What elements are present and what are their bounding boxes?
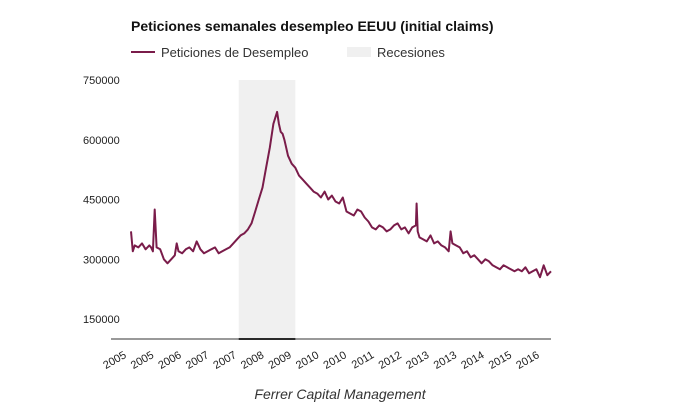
x-tick-label-13: 2014 [459, 349, 486, 372]
y-tick-label-4: 750000 [83, 75, 120, 87]
x-tick-label-12: 2013 [432, 349, 459, 372]
x-tick-label-9: 2011 [350, 349, 376, 371]
y-axis: 150000 300000 450000 600000 750000 [83, 75, 120, 326]
y-tick-label-0: 150000 [83, 314, 120, 326]
legend-item-recession[interactable]: Recesiones [347, 44, 445, 60]
x-tick-label-14: 2015 [487, 349, 514, 372]
x-tick-label-3: 2007 [184, 349, 211, 372]
x-tick-label-4: 2007 [211, 349, 238, 372]
chart-title: Peticiones semanales desempleo EEUU (ini… [131, 18, 494, 34]
recession-layer [238, 80, 296, 340]
legend-box-swatch [347, 47, 371, 57]
y-tick-label-3: 600000 [83, 135, 120, 147]
y-tick-label-1: 300000 [83, 254, 120, 266]
x-tick-label-10: 2012 [377, 349, 404, 372]
legend-line-swatch [131, 51, 155, 53]
recession-band-0 [238, 80, 296, 339]
x-tick-label-1: 2005 [129, 349, 156, 372]
legend-label-series: Peticiones de Desempleo [161, 44, 309, 60]
x-tick-label-0: 2005 [101, 349, 128, 372]
x-tick-label-8: 2010 [322, 349, 349, 372]
y-tick-label-2: 450000 [83, 195, 120, 207]
series-layer [130, 110, 552, 279]
x-tick-label-15: 2016 [514, 349, 541, 372]
x-axis: 2005 2005 2006 2007 2007 2008 2009 2010 2010 2011… [101, 349, 541, 372]
x-tick-label-6: 2009 [266, 349, 293, 372]
x-tick-label-2: 2006 [156, 349, 183, 372]
legend-item-series[interactable]: Peticiones de Desempleo [131, 44, 308, 60]
legend-label-recession: Recesiones [377, 44, 445, 60]
chart-source-credit: Ferrer Capital Management [254, 386, 426, 402]
series-line-0 [130, 110, 552, 279]
x-tick-label-5: 2008 [239, 349, 266, 372]
x-tick-label-7: 2010 [294, 349, 321, 372]
x-tick-label-11: 2013 [404, 349, 431, 372]
